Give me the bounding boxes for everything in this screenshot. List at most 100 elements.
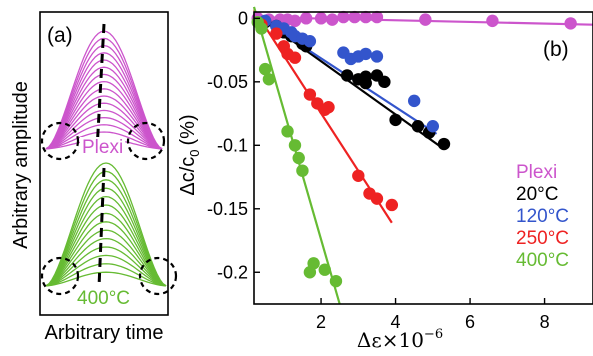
waveform-400c-12 — [45, 170, 167, 287]
point-plexi-10 — [359, 10, 372, 24]
waveform-plexi-11 — [45, 59, 163, 150]
waveform-plexi-14 — [45, 37, 163, 150]
y-tick-label-4: -0.2 — [217, 262, 248, 282]
plexi-label: Plexi — [82, 137, 123, 158]
waveform-400c-2 — [45, 254, 167, 287]
waveform-400c-0 — [45, 271, 167, 287]
point-250c-4 — [288, 51, 302, 64]
y-tick-label-3: -0.15 — [207, 199, 248, 219]
point-20c-11 — [378, 75, 391, 89]
point-120c-11 — [370, 50, 384, 63]
point-400c-1 — [255, 22, 268, 35]
point-400c-4 — [281, 125, 294, 138]
y-axis-label-unit: (%) — [177, 114, 199, 145]
point-plexi-7 — [326, 13, 339, 26]
waveform-400c-9 — [45, 195, 167, 287]
panel-a-y-label: Arbitrary amplitude — [10, 81, 32, 249]
waveform-plexi-9 — [45, 73, 163, 150]
waveform-400c-6 — [45, 221, 167, 287]
panel-a-x-label: Arbitrary time — [45, 322, 164, 344]
highlight-circle-plexi-right — [126, 121, 166, 161]
y-ticks: 0 -0.05 -0.1 -0.15 -0.2 — [207, 8, 260, 282]
y-axis-label-base: Δc/c — [177, 157, 199, 196]
point-400c-5 — [288, 139, 302, 152]
point-plexi-6 — [314, 12, 328, 25]
waveform-400c-8 — [45, 204, 167, 287]
waveform-plexi-5 — [45, 102, 163, 150]
point-plexi-12 — [419, 13, 432, 26]
point-20c-12 — [359, 76, 372, 90]
legend-entry-120c: 120°C — [516, 206, 569, 227]
y-tick-label-1: -0.05 — [207, 72, 248, 92]
point-250c-8 — [322, 101, 335, 114]
x-tick-label-8: 8 — [540, 312, 550, 332]
x-tick-label-6: 6 — [465, 312, 475, 332]
point-plexi-9 — [348, 10, 361, 24]
y-axis-label-subscript: 0 — [187, 149, 202, 156]
waveform-plexi-12 — [45, 52, 163, 150]
x-axis-label-exponent: −6 — [424, 327, 443, 342]
point-400c-7 — [296, 164, 309, 177]
legend-entry-250c: 250°C — [516, 228, 569, 249]
waveform-plexi-4 — [45, 109, 163, 150]
waveform-plexi-2 — [45, 124, 163, 150]
panel-a-frame — [39, 11, 169, 316]
x-ticks: 2 4 6 8 — [316, 298, 550, 332]
point-20c-7 — [340, 69, 354, 82]
y-tick-label-0: 0 — [238, 8, 248, 28]
point-120c-12 — [407, 94, 421, 108]
x-tick-label-2: 2 — [316, 312, 326, 332]
point-20c-16 — [437, 137, 451, 151]
point-400c-11 — [329, 274, 343, 288]
waveform-400c-1 — [45, 263, 167, 287]
point-plexi-5 — [299, 12, 313, 25]
panel-a: (a) Plexi 400°C Arbitrary amplitude Arbi… — [10, 11, 178, 344]
waveform-400c-11 — [45, 179, 167, 287]
x-tick-label-4: 4 — [391, 312, 401, 332]
point-20c-14 — [411, 120, 425, 133]
point-plexi-13 — [486, 14, 499, 28]
point-400c-2 — [258, 62, 272, 76]
point-250c-1 — [270, 27, 283, 40]
waveform-plexi-1 — [45, 131, 163, 150]
waveform-plexi-8 — [45, 80, 163, 150]
point-400c-6 — [292, 151, 305, 165]
point-20c-13 — [389, 113, 402, 127]
waveform-400c-3 — [45, 246, 167, 287]
waveform-400c-7 — [45, 212, 167, 287]
point-250c-12 — [385, 198, 399, 212]
waveforms-400c — [45, 162, 167, 287]
legend-entry-plexi: Plexi — [516, 162, 557, 183]
point-120c-6 — [303, 35, 317, 48]
y-axis-label: Δc/c0 (%) — [177, 114, 202, 195]
panel-b-label: (b) — [543, 38, 569, 61]
point-plexi-8 — [337, 10, 350, 24]
waveform-400c-10 — [45, 187, 167, 287]
fit-line-250c — [253, 8, 393, 224]
panel-a-label: (a) — [47, 24, 73, 47]
point-250c-11 — [370, 192, 384, 205]
temperature-label-400c: 400°C — [77, 288, 130, 309]
x-axis-label: Δε×10−6 — [357, 327, 443, 352]
point-400c-10 — [318, 263, 331, 276]
peak-trend-line-plexi — [95, 23, 106, 151]
c400-text-background — [75, 288, 133, 309]
waveform-plexi-7 — [45, 88, 163, 150]
legend-entry-20c: 20°C — [516, 184, 558, 205]
point-plexi-4 — [288, 14, 302, 28]
waveform-400c-13 — [45, 162, 167, 287]
waveform-plexi-6 — [45, 95, 163, 150]
y-tick-label-2: -0.1 — [217, 135, 248, 155]
waveform-plexi-3 — [45, 116, 163, 150]
point-120c-13 — [426, 120, 440, 133]
waveform-400c-5 — [45, 229, 167, 287]
x-axis-label-base: Δε×10 — [357, 328, 424, 352]
point-250c-9 — [352, 169, 365, 182]
waveform-plexi-10 — [45, 66, 163, 150]
point-plexi-11 — [370, 10, 384, 24]
waveforms-plexi — [45, 30, 163, 150]
plexi-text-background — [80, 137, 126, 158]
